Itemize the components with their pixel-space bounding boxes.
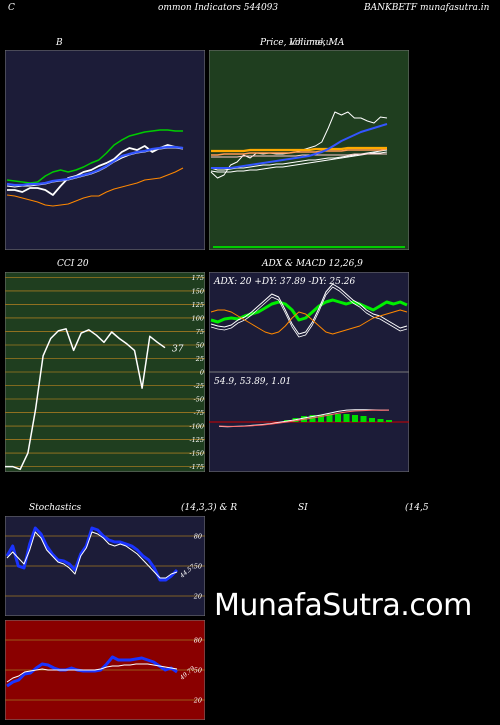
rsi-tick-label: 50 xyxy=(194,667,202,675)
price-ma-panel xyxy=(209,50,409,250)
stochastics-title: Stochastics xyxy=(29,503,82,513)
header-right: BANKBETF munafasutra.in xyxy=(364,3,490,13)
stochastics-tick-label: 20 xyxy=(193,593,202,601)
macd-histogram-bar xyxy=(335,414,341,422)
header-center: ommon Indicators 544093 xyxy=(158,3,279,13)
rsi-params: (14,5 xyxy=(405,503,429,513)
cci-tick-label: 125 xyxy=(192,301,204,309)
cci-tick-label: -50 xyxy=(194,396,204,404)
cci-tick-label: -175 xyxy=(189,463,204,471)
price-ma-series-2 xyxy=(210,151,388,173)
cci-panel: 175 150 125 100 75 50 25 0 -25 -50 -75 -100 -125 -150… xyxy=(5,272,205,472)
cci-tick-label: 150 xyxy=(192,287,204,295)
price-ma-series-5 xyxy=(211,153,387,158)
bollinger-series-0 xyxy=(6,129,183,184)
macd-histogram-bar xyxy=(343,414,350,422)
watermark: MunafaSutra.com xyxy=(214,588,472,623)
bollinger-title: B xyxy=(56,38,63,48)
cci-line xyxy=(5,328,166,471)
cci-tick-label: 75 xyxy=(196,328,204,336)
stochastics-series-0 xyxy=(5,526,179,582)
cci-tick-label: 0 xyxy=(200,369,204,377)
cci-tick-label: 100 xyxy=(192,314,204,322)
rsi-series-0 xyxy=(6,655,178,688)
adx-panel: ADX: 20 +DY: 37.89 -DY: 25.26 xyxy=(209,272,409,372)
macd-panel: 54.9, 53.89, 1.01 xyxy=(209,372,409,472)
adx-series-0 xyxy=(210,298,408,324)
adx-bg xyxy=(209,272,409,372)
cci-value-label: 37 xyxy=(172,345,184,355)
rsi-title: SI xyxy=(298,503,308,513)
stochastics-tick-label: 80 xyxy=(194,533,202,541)
bollinger-series-3 xyxy=(6,145,184,187)
macd-histogram-bar xyxy=(360,416,367,422)
price-ma-series-6 xyxy=(211,123,388,169)
ichimoku-overlay-title: Ichimoku xyxy=(289,38,332,48)
macd-histogram-bar xyxy=(318,415,324,422)
adx-macd-title: ADX & MACD 12,26,9 xyxy=(262,259,363,269)
macd-histogram-bar xyxy=(386,420,392,422)
stochastics-tick-label: 50 xyxy=(194,563,202,571)
macd-histogram-bar xyxy=(377,419,384,422)
macd-series-1 xyxy=(218,409,390,427)
rsi-tick-label: 80 xyxy=(194,637,202,645)
price-ma-series-3 xyxy=(211,148,388,156)
adx-label: ADX: 20 +DY: 37.89 -DY: 25.26 xyxy=(213,277,355,287)
cci-tick-label: -150 xyxy=(189,450,204,458)
stochastics-params: (14,3,3) & R xyxy=(181,503,238,513)
bollinger-series-4 xyxy=(6,167,184,207)
bollinger-bg xyxy=(5,50,205,250)
cci-tick-label: -125 xyxy=(189,436,204,444)
header-left: C xyxy=(8,3,15,13)
rsi-series-1 xyxy=(6,663,178,683)
cci-tick-label: 175 xyxy=(192,274,204,282)
macd-histogram-bar xyxy=(352,415,358,422)
adx-series-2 xyxy=(210,309,408,335)
price-ma-series-4 xyxy=(211,146,387,153)
macd-label: 54.9, 53.89, 1.01 xyxy=(214,377,291,387)
price-ma-title: Price, Volume, MA xyxy=(260,38,345,48)
cci-title: CCI 20 xyxy=(57,259,89,269)
bollinger-panel xyxy=(5,50,205,250)
bollinger-series-1 xyxy=(7,144,184,196)
cci-tick-label: -25 xyxy=(194,382,204,390)
cci-tick-label: 50 xyxy=(196,341,204,349)
rsi-tick-label: 20 xyxy=(193,697,202,705)
cci-tick-label: -75 xyxy=(194,409,204,417)
stochastics-series-1 xyxy=(6,531,178,579)
macd-histogram-bar xyxy=(369,418,375,422)
macd-histogram-bar xyxy=(326,414,333,422)
adx-series-1 xyxy=(210,283,408,335)
cci-tick-label: 25 xyxy=(195,355,204,363)
cci-tick-label: -100 xyxy=(189,423,204,431)
